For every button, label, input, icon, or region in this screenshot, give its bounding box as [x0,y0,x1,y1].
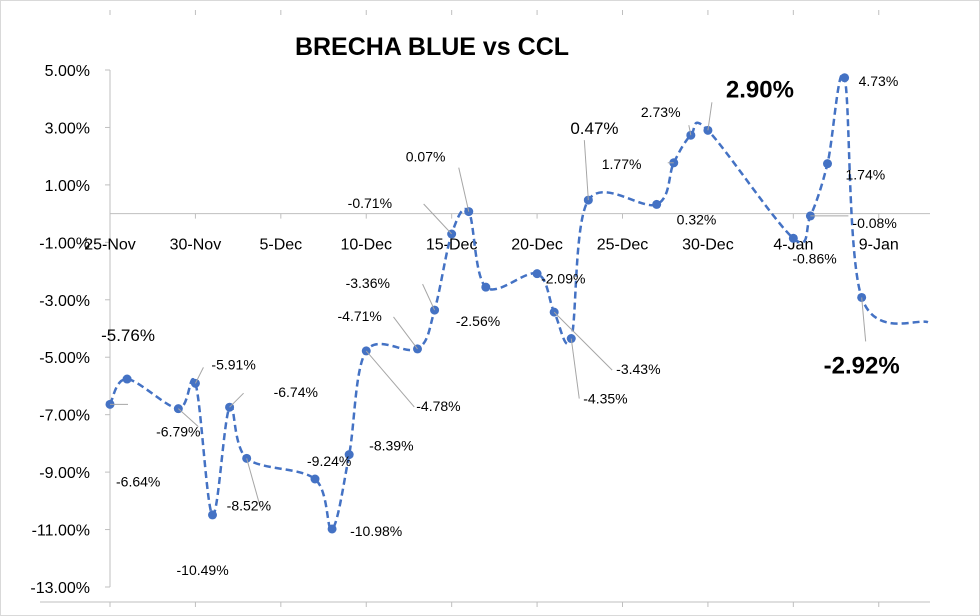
data-label: 2.73% [641,104,681,120]
data-label: -2.09% [541,271,585,287]
data-point [344,450,354,460]
data-label: 4.73% [859,73,899,89]
label-leader-line [422,283,436,311]
data-point [122,374,132,384]
data-label: -3.43% [616,361,660,377]
label-leader-line [177,408,199,428]
data-label: 1.74% [846,167,886,183]
data-label: -6.74% [274,384,318,400]
data-label: 0.32% [677,211,717,227]
x-axis: 25-Nov 30-Nov 5-Dec 10-Dec 15-Dec 20-Dec 25-De… [40,10,930,607]
data-label: -5.76% [101,326,155,345]
x-tick-label: 9-Jan [859,237,899,254]
label-leader-line [570,338,580,399]
data-label: -6.64% [116,473,160,489]
label-leader-line [229,392,244,408]
label-leader-line [194,367,204,384]
data-label: 0.07% [406,149,446,165]
label-leader-line [458,167,470,212]
data-point [327,524,337,534]
y-tick-label: 3.00% [45,120,90,137]
data-label: -5.91% [211,356,255,372]
x-tick-label: 20-Dec [511,237,563,254]
data-point [208,510,217,520]
data-label: -3.36% [346,275,390,291]
data-label: -4.78% [416,398,460,414]
data-point [840,73,850,83]
label-leader-line [583,140,589,201]
data-point [823,159,832,169]
data-label: -10.98% [350,523,402,539]
data-label: 1.77% [602,156,642,172]
label-leader-line [246,458,262,509]
data-label: -9.24% [307,453,351,469]
y-axis: 5.00% 3.00% 1.00% -1.00% -3.00% -5.00% -7.00% -… [30,63,111,597]
y-tick-label: -11.00% [32,523,90,540]
x-tick-label: 25-Dec [597,237,649,254]
data-labels: -6.64% -5.76% -6.79% -5.91% -10.49% -6.74% -8.… [101,73,900,578]
data-label: -0.08% [852,215,896,231]
data-point [310,474,320,484]
y-tick-label: -7.00% [39,408,90,425]
data-label: -8.52% [227,497,271,513]
data-label: -0.71% [348,195,392,211]
y-tick-label: -9.00% [39,465,90,482]
label-leader-line [393,316,418,350]
data-label: 0.47% [570,119,618,138]
data-label: -0.86% [792,250,836,266]
y-tick-label: -13.00% [30,580,90,597]
x-tick-label: 30-Nov [170,237,222,254]
label-leader-line [365,350,415,408]
y-tick-label: -1.00% [39,235,90,252]
y-tick-label: 5.00% [45,63,90,80]
y-tick-label: -5.00% [39,350,90,367]
data-point [652,199,662,209]
chart-title: BRECHA BLUE vs CCL [295,33,569,61]
y-tick-label: 1.00% [45,178,90,195]
data-label: -2.92% [824,352,900,379]
data-label: -10.49% [177,562,229,578]
x-tick-label: 25-Nov [84,237,136,254]
x-tick-label: 30-Dec [682,237,734,254]
data-label: 2.90% [726,76,794,103]
label-leader-line [553,311,613,371]
x-tick-label: 5-Dec [259,237,302,254]
label-leader-line [861,297,867,342]
data-label: -2.56% [456,313,500,329]
x-tick-label: 15-Dec [426,237,478,254]
x-tick-label: 10-Dec [340,237,392,254]
label-leader-line [707,102,713,131]
data-point [481,282,491,292]
data-label: -4.35% [583,391,627,407]
y-tick-label: -3.00% [39,293,90,310]
data-point [788,233,798,243]
data-label: -6.79% [156,424,200,440]
label-leader-line [423,203,453,235]
data-label: -4.71% [338,308,382,324]
label-leader-line [688,125,692,136]
data-label: -8.39% [369,438,413,454]
data-point [532,269,542,279]
